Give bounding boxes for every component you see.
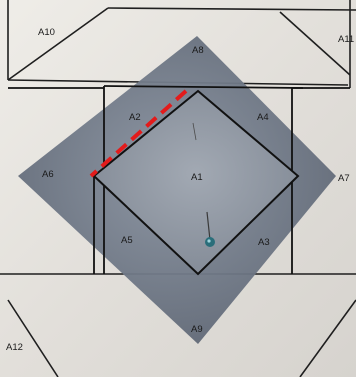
inner-diamond [92, 89, 300, 276]
label-a12: A12 [6, 342, 23, 353]
red-dashed-line [89, 89, 188, 178]
label-a8: A8 [192, 45, 204, 56]
label-a6: A6 [42, 169, 54, 180]
label-a7: A7 [338, 173, 350, 184]
label-a10: A10 [38, 27, 55, 38]
label-a11: A11 [338, 34, 354, 45]
label-a9: A9 [191, 324, 203, 335]
label-a1: A1 [191, 172, 203, 183]
label-a3: A3 [258, 237, 270, 248]
label-a5: A5 [121, 235, 133, 246]
label-a2: A2 [129, 112, 141, 123]
label-a4: A4 [257, 112, 269, 123]
pin [205, 211, 215, 247]
